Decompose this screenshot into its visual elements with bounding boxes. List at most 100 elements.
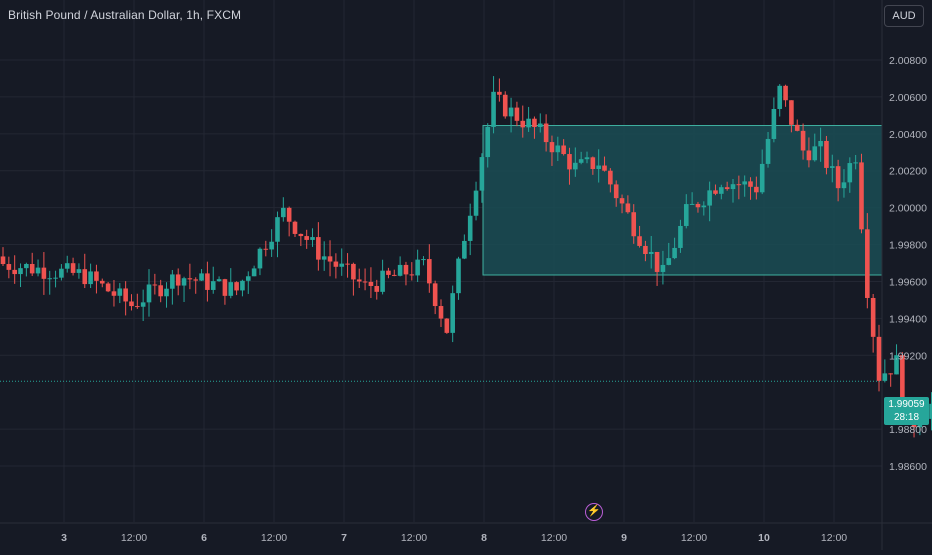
candle-body	[666, 258, 672, 265]
candle-body	[841, 182, 847, 189]
candle-body	[771, 108, 777, 139]
candle-body	[275, 217, 280, 242]
candle-body	[368, 281, 374, 287]
x-tick-label: 12:00	[261, 532, 287, 544]
candle-body	[462, 240, 467, 259]
candle-body	[584, 157, 590, 160]
y-tick-label: 2.00000	[889, 203, 927, 215]
candle-body	[900, 355, 905, 405]
candle-body	[473, 190, 479, 216]
candle-body	[450, 293, 455, 333]
candle-body	[654, 251, 660, 272]
candle-body	[631, 212, 637, 237]
lightning-icon[interactable]: ⚡	[585, 503, 603, 521]
candle-body	[59, 268, 64, 278]
candle-body	[0, 256, 6, 265]
candle-body	[70, 263, 76, 273]
candle-body	[444, 318, 450, 333]
candle-body	[736, 184, 742, 186]
candle-body	[561, 145, 566, 155]
candle-body	[567, 154, 572, 170]
candle-body	[117, 288, 123, 296]
candle-body	[929, 403, 932, 419]
candle-body	[281, 207, 286, 218]
candle-body	[508, 107, 514, 117]
candle-body	[812, 146, 818, 161]
candle-body	[228, 282, 234, 296]
candle-body	[537, 123, 543, 128]
candle-body	[251, 268, 257, 277]
candle-body	[701, 205, 707, 208]
x-tick-label: 10	[758, 532, 770, 544]
candle-body	[485, 126, 491, 158]
y-tick-label: 2.00200	[889, 166, 927, 178]
candle-body	[327, 256, 333, 262]
candle-body	[158, 285, 163, 297]
candle-body	[222, 279, 228, 296]
y-tick-label: 2.00400	[889, 129, 927, 141]
y-tick-label: 2.00600	[889, 92, 927, 104]
x-tick-label: 6	[201, 532, 207, 544]
candle-body	[397, 264, 403, 276]
candle-body	[713, 190, 718, 194]
candle-body	[415, 259, 420, 276]
bar-countdown: 28:18	[893, 412, 920, 423]
candle-body	[619, 198, 625, 204]
candle-body	[532, 118, 537, 128]
candle-body	[765, 138, 771, 164]
candle-body	[689, 203, 695, 205]
candle-body	[870, 297, 876, 337]
candle-body	[356, 279, 362, 282]
candle-body	[187, 278, 193, 280]
candle-body	[573, 162, 578, 170]
y-tick-label: 1.98600	[889, 461, 927, 473]
candle-body	[140, 302, 146, 307]
candle-body	[894, 355, 899, 375]
candle-body	[695, 203, 701, 208]
candle-body	[47, 278, 53, 280]
candle-body	[123, 288, 128, 302]
candle-body	[526, 118, 531, 128]
candle-body	[467, 215, 473, 241]
candle-body	[82, 269, 88, 285]
candle-body	[888, 373, 893, 375]
candle-body	[88, 271, 93, 285]
candle-body	[596, 165, 601, 170]
x-tick-label: 3	[61, 532, 67, 544]
candle-body	[135, 306, 140, 308]
candle-body	[99, 280, 105, 284]
candle-body	[6, 264, 12, 270]
candle-body	[427, 259, 432, 284]
candle-body	[12, 269, 17, 275]
candle-body	[847, 163, 853, 183]
candle-body	[432, 283, 438, 307]
candle-body	[292, 221, 298, 234]
x-tick-label: 12:00	[541, 532, 567, 544]
candle-body	[333, 261, 339, 267]
candle-body	[304, 236, 309, 240]
candle-body	[286, 207, 292, 222]
candle-body	[199, 273, 204, 281]
y-tick-label: 1.99800	[889, 240, 927, 252]
candle-body	[321, 256, 327, 260]
candle-body	[245, 276, 251, 281]
candle-body	[257, 248, 263, 269]
y-tick-label: 1.98800	[889, 424, 927, 436]
y-tick-label: 1.99600	[889, 276, 927, 288]
candle-body	[613, 184, 619, 199]
candle-body	[94, 271, 99, 281]
candle-body	[514, 107, 520, 121]
candle-body	[76, 269, 82, 273]
candle-body	[146, 284, 152, 303]
y-tick-label: 1.99400	[889, 313, 927, 325]
currency-button[interactable]: AUD	[884, 5, 924, 27]
candle-body	[549, 142, 555, 153]
candle-body	[719, 187, 724, 194]
candle-body	[269, 241, 274, 250]
candle-body	[64, 263, 70, 269]
candle-body	[800, 130, 806, 151]
candle-body	[876, 336, 882, 381]
candle-body	[170, 274, 175, 289]
